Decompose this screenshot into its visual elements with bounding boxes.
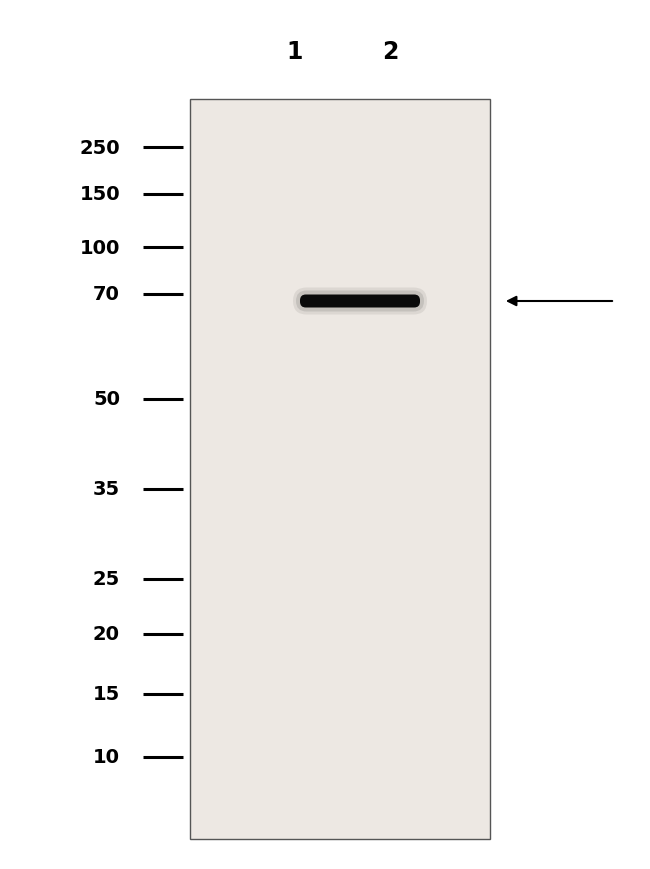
FancyBboxPatch shape [296, 291, 424, 312]
Text: 10: 10 [93, 747, 120, 766]
Text: 100: 100 [79, 238, 120, 257]
Bar [190, 100, 490, 839]
Text: 1: 1 [287, 40, 303, 64]
Text: 70: 70 [93, 285, 120, 304]
Text: 50: 50 [93, 390, 120, 409]
Text: 250: 250 [79, 138, 120, 157]
Text: 150: 150 [79, 185, 120, 204]
FancyBboxPatch shape [293, 289, 427, 315]
Text: 20: 20 [93, 625, 120, 644]
Text: 15: 15 [93, 685, 120, 704]
FancyBboxPatch shape [300, 295, 420, 308]
Text: 35: 35 [93, 480, 120, 499]
Text: 25: 25 [93, 570, 120, 589]
Text: 2: 2 [382, 40, 398, 64]
